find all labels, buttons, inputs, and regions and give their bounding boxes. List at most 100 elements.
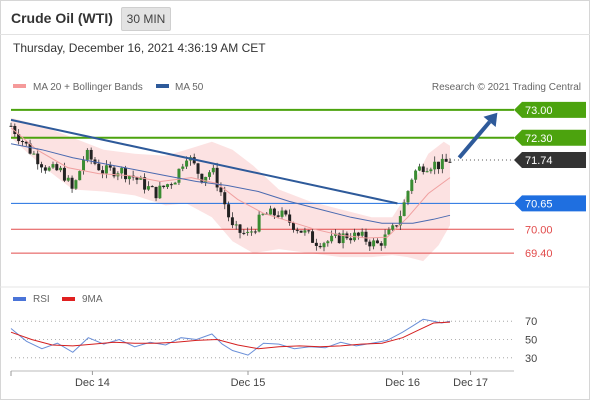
candle-body [326, 241, 330, 244]
level-tag-resistance-0 [514, 101, 586, 118]
timestamp: Thursday, December 16, 2021 4:36:19 AM C… [13, 41, 266, 55]
downtrend-line [10, 118, 398, 205]
instrument-title: Crude Oil (WTI) [11, 10, 113, 26]
candle-body [330, 235, 334, 242]
interval-button[interactable]: 30 MIN [121, 7, 171, 31]
candle-body [295, 229, 299, 231]
candle-body [162, 185, 166, 188]
candle-body [166, 184, 170, 188]
candle-body [288, 214, 292, 223]
candle-body [356, 232, 360, 236]
ma20-line [10, 127, 451, 239]
candle-body [398, 216, 402, 226]
legend-swatch-ma50 [156, 84, 169, 88]
candle-body [429, 169, 433, 172]
chart-header: Crude Oil (WTI) 30 MIN [0, 0, 590, 34]
legend-swatch-9ma [62, 297, 75, 301]
candle-body [395, 225, 399, 227]
candle-body [101, 170, 105, 174]
chart-credit: Research © 2021 Trading Central [432, 82, 581, 93]
legend-label-rsi: RSI [33, 294, 50, 305]
candle-body [204, 176, 208, 183]
candle-body [97, 163, 101, 171]
candle-body [364, 231, 368, 242]
candle-body [406, 191, 410, 203]
candle-body [437, 161, 441, 170]
candle-body [13, 125, 17, 135]
candle-body [372, 240, 376, 247]
candle-body [78, 171, 82, 181]
legend-label-9ma: 9MA [82, 294, 103, 305]
candle-body [341, 233, 345, 244]
candle-body [185, 160, 189, 167]
candle-body [314, 242, 318, 246]
rsi-tick-70: 70 [525, 316, 537, 328]
candle-body [219, 187, 223, 193]
candle-body [238, 224, 242, 233]
rsi-line [10, 318, 451, 356]
rsi-9ma-line [10, 321, 451, 350]
candle-body [291, 222, 295, 230]
level-label-support-5: 69.40 [525, 248, 553, 260]
candle-body [375, 240, 379, 244]
x-tick-label: Dec 16 [385, 377, 420, 389]
legend-swatch-ma20 [13, 84, 26, 88]
candle-body [440, 158, 444, 170]
rsi-tick-50: 50 [525, 335, 537, 347]
candle-body [322, 243, 326, 248]
candle-body [246, 231, 250, 233]
bollinger-band-area [11, 117, 450, 262]
legend-label-ma50: MA 50 [175, 82, 204, 93]
candle-body [158, 185, 162, 199]
candle-body [40, 164, 44, 168]
candle-body [207, 172, 211, 177]
candle-body [55, 164, 59, 171]
candle-body [82, 159, 86, 172]
candle-body [62, 167, 66, 181]
candle-body [173, 182, 177, 185]
x-tick-label: Dec 14 [75, 377, 110, 389]
candle-body [169, 184, 173, 186]
candle-body [89, 149, 93, 160]
candle-body [196, 163, 200, 174]
candle-body [253, 231, 257, 233]
candle-body [303, 230, 307, 233]
level-tag-last-2 [514, 152, 586, 169]
candle-body [150, 186, 154, 188]
candle-body [249, 231, 253, 233]
candle-body [379, 243, 383, 246]
candle-body [85, 149, 89, 160]
candle-body [127, 175, 131, 180]
candle-body [20, 141, 24, 143]
candle-body [402, 202, 406, 217]
candle-body [200, 173, 204, 183]
level-label-last-2: 71.74 [525, 155, 553, 167]
legend-swatch-rsi [13, 297, 26, 301]
forecast-arrow-head [483, 112, 498, 128]
level-tag-resistance-1 [514, 129, 586, 146]
candle-body [433, 161, 437, 170]
header-divider [0, 34, 590, 35]
candle-body [280, 210, 284, 217]
candle-body [269, 208, 273, 215]
candle-body [215, 167, 219, 188]
candle-body [223, 192, 227, 205]
candle-body [227, 204, 231, 218]
candle-body [112, 167, 116, 177]
candle-body [318, 245, 322, 248]
level-label-pivot-3: 70.65 [525, 198, 553, 210]
candle-body [448, 161, 452, 163]
candle-body [135, 177, 139, 180]
candle-body [9, 125, 13, 127]
candle-body [425, 171, 429, 173]
candle-body [387, 229, 391, 235]
candle-body [360, 231, 364, 236]
candle-body [337, 233, 341, 244]
level-label-resistance-0: 73.00 [525, 105, 553, 117]
candle-body [383, 234, 387, 246]
candle-body [143, 177, 147, 190]
candle-body [299, 230, 303, 233]
x-tick-label: Dec 17 [453, 377, 488, 389]
candle-body [417, 166, 421, 171]
